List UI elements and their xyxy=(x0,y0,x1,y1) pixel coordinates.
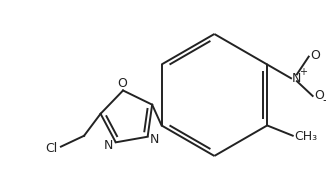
Text: -: - xyxy=(322,94,326,107)
Text: N: N xyxy=(292,72,301,85)
Text: O: O xyxy=(117,77,127,90)
Text: Cl: Cl xyxy=(46,142,58,155)
Text: O: O xyxy=(315,89,324,102)
Text: +: + xyxy=(299,67,307,77)
Text: N: N xyxy=(104,139,113,152)
Text: O: O xyxy=(311,49,320,62)
Text: CH₃: CH₃ xyxy=(295,130,318,143)
Text: N: N xyxy=(150,133,159,146)
